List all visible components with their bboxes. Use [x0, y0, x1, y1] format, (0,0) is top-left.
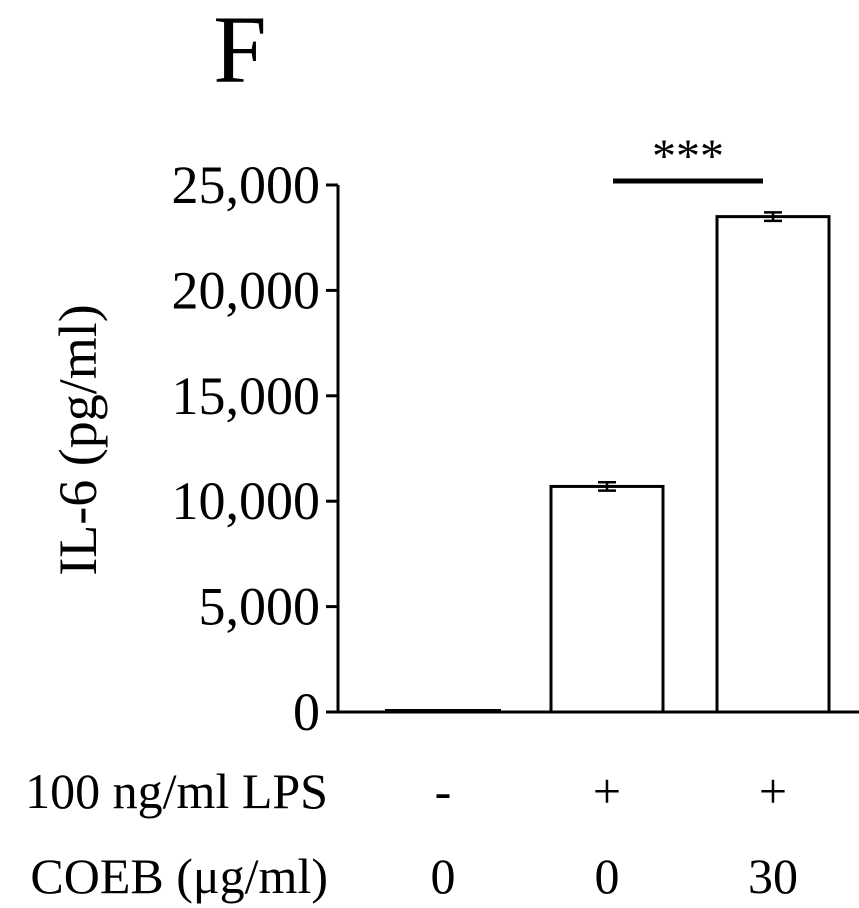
y-tick-label: 10,000	[172, 471, 321, 531]
y-tick-label: 0	[293, 682, 320, 742]
significance-annotation: ***	[613, 130, 763, 184]
condition-value: +	[759, 763, 787, 819]
bar	[715, 215, 831, 714]
panel-label: F	[213, 0, 266, 103]
bar	[549, 484, 665, 714]
condition-value: -	[435, 763, 452, 819]
bars	[385, 211, 831, 714]
significance-label: ***	[652, 130, 724, 183]
condition-value: 0	[595, 848, 620, 904]
y-tick-label: 15,000	[172, 366, 321, 426]
y-axis-label: IL-6 (pg/ml)	[48, 304, 108, 575]
y-tick-label: 20,000	[172, 260, 321, 320]
condition-row-label: COEB (μg/ml)	[30, 848, 328, 904]
condition-table: 100 ng/ml LPS - + + COEB (μg/ml) 0 0 30	[25, 763, 798, 904]
condition-value: 0	[431, 848, 456, 904]
y-tick-label: 5,000	[199, 577, 321, 637]
condition-value: +	[593, 763, 621, 819]
condition-value: 30	[748, 848, 798, 904]
y-tick-label: 25,000	[172, 155, 321, 215]
condition-row-label: 100 ng/ml LPS	[25, 763, 328, 819]
y-axis: 0 5,000 10,000 15,000 20,000 25,000	[172, 155, 340, 742]
